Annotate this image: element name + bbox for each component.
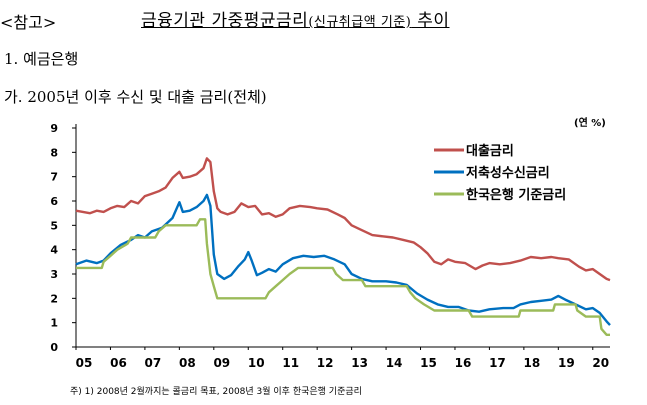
x-tick-label: 18 xyxy=(524,356,541,370)
x-tick-label: 14 xyxy=(386,356,403,370)
legend-label-2: 저축성수신금리 xyxy=(466,165,550,181)
x-tick-label: 08 xyxy=(179,356,196,370)
series-line-3 xyxy=(76,218,610,336)
x-tick-label: 15 xyxy=(420,356,437,370)
legend-label-1: 대출금리 xyxy=(466,143,514,159)
x-tick-label: 11 xyxy=(282,356,299,370)
y-tick-label: 1 xyxy=(50,317,58,330)
x-tick-label: 12 xyxy=(317,356,334,370)
title-end: 추이 xyxy=(411,11,450,31)
title-main: 금융기관 가중평균금리 xyxy=(141,11,309,31)
x-tick-label: 05 xyxy=(76,356,93,370)
y-tick-label: 6 xyxy=(50,195,58,208)
reference-tag: <참고> xyxy=(0,13,57,32)
x-tick-label: 06 xyxy=(110,356,127,370)
section-heading: 1. 예금은행 xyxy=(4,50,79,68)
subsection-heading: 가. 2005년 이후 수신 및 대출 금리(전체) xyxy=(4,88,267,106)
x-tick-label: 19 xyxy=(558,356,575,370)
page-title: 금융기관 가중평균금리(신규취급액 기준) 추이 xyxy=(141,6,450,31)
y-tick-label: 0 xyxy=(50,341,58,354)
y-tick-label: 8 xyxy=(50,146,58,159)
series-line-1 xyxy=(75,157,611,282)
x-tick-label: 13 xyxy=(351,356,368,370)
footnote: 주) 1) 2008년 2월까지는 콜금리 목표, 2008년 3월 이후 한국… xyxy=(70,387,362,397)
x-tick-label: 20 xyxy=(592,356,609,370)
y-tick-label: 3 xyxy=(50,268,58,281)
y-tick-label: 2 xyxy=(50,292,58,305)
legend-label-3: 한국은행 기준금리 xyxy=(466,187,566,203)
x-tick-label: 07 xyxy=(145,356,162,370)
series-line-2 xyxy=(75,193,611,326)
x-tick-label: 10 xyxy=(248,356,265,370)
title-subtitle: (신규취급액 기준) xyxy=(308,15,412,30)
y-tick-label: 9 xyxy=(50,122,58,135)
y-tick-label: 4 xyxy=(50,244,58,257)
x-tick-label: 16 xyxy=(455,356,472,370)
x-tick-label: 09 xyxy=(213,356,230,370)
x-tick-label: 17 xyxy=(489,356,506,370)
y-tick-label: 7 xyxy=(50,171,58,184)
y-tick-label: 5 xyxy=(50,219,58,232)
unit-label: (연 %) xyxy=(574,118,606,129)
